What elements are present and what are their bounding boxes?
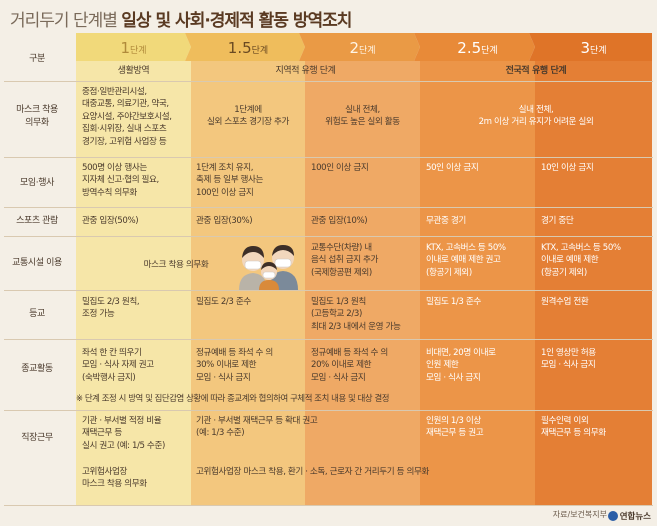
school-level25: 밀집도 1/3 준수	[426, 297, 481, 307]
source-credit: 자료/보건복지부	[552, 510, 607, 519]
work-highrisk-level1: 고위험사업장 마스크 착용 의무화	[82, 467, 147, 490]
school-level15: 밀집도 2/3 준수	[196, 297, 251, 307]
header-label: 구분	[29, 54, 45, 64]
level-2-header: 2단계	[349, 39, 376, 57]
footnote: ※ 단계 조정 시 방역 및 집단감염 상황에 따라 종교계와 협의하여 구체적…	[76, 393, 390, 403]
gathering-level2: 100인 이상 금지	[311, 163, 369, 173]
mask-level15: 1단계에 실외 스포츠 경기장 추가	[206, 105, 290, 128]
divider	[4, 339, 653, 340]
divider	[4, 290, 653, 291]
divider	[4, 157, 653, 158]
religion-level3: 1인 영상만 허용 모임 · 식사 금지	[541, 348, 596, 371]
logo-icon	[607, 511, 618, 521]
gathering-level25: 50인 이상 금지	[426, 163, 479, 173]
gathering-level3: 10인 이상 금지	[541, 163, 594, 173]
column-bg-level2	[305, 61, 420, 505]
divider	[4, 505, 653, 506]
school-level2: 밀집도 1/3 원칙 (고등학교 2/3) 최대 2/3 내에서 운영 가능	[311, 297, 401, 332]
work-level25: 인원의 1/3 이상 재택근무 등 권고	[426, 416, 484, 439]
divider	[4, 410, 653, 411]
gathering-level15: 1단계 조치 유지, 축제 등 일부 행사는 100인 이상 금지	[196, 163, 264, 198]
sports-level15: 관중 입장(30%)	[196, 216, 253, 226]
transit-level1: 마스크 착용 의무화	[143, 260, 209, 270]
level-3-header: 3단계	[580, 39, 607, 57]
school-level1: 밀집도 2/3 원칙, 조정 가능	[82, 297, 140, 320]
level-15-header: 1.5단계	[227, 39, 269, 57]
work-level15-2: 기관 · 부서별 재택근무 등 확대 권고 (예: 1/3 수준)	[196, 416, 318, 439]
column-bg-level3	[535, 61, 652, 505]
level-25-header: 2.5단계	[457, 39, 498, 57]
religion-level1: 좌석 한 칸 띄우기 모임 · 식사 자제 권고 (숙박행사 금지)	[82, 348, 154, 383]
religion-level2: 정규예배 등 좌석 수 의 20% 이내로 제한 모임 · 식사 금지	[311, 348, 388, 383]
work-level1: 기관 · 부서별 적정 비율 재택근무 등 실시 권고 (예: 1/5 수준)	[82, 416, 165, 451]
work-level3: 필수인력 이외 재택근무 등 의무화	[541, 416, 606, 439]
row-label-school: 등교	[29, 309, 45, 319]
transit-level2: 교통수단(차량) 내 음식 섭취 금지 추가 (국제항공편 제외)	[311, 243, 379, 278]
work-highrisk-level15-3: 고위험사업장 마스크 착용, 환기 · 소독, 근로자 간 거리두기 등 의무화	[196, 467, 429, 477]
religion-level25: 비대면, 20명 이내로 인원 제한 모임 · 식사 금지	[426, 348, 496, 383]
transit-level3: KTX, 고속버스 등 50% 이내로 예매 제한 (항공기 제외)	[541, 243, 621, 278]
row-label-gathering: 모임·행사	[20, 178, 54, 188]
mask-level1: 중점·일반관리시설, 대중교통, 의료기관, 약국, 요양시설, 주야간보호시설…	[82, 87, 172, 147]
publisher-logo: 연합뉴스	[607, 510, 651, 522]
transit-level25: KTX, 고속버스 등 50% 이내로 예매 제한 권고 (항공기 제외)	[426, 243, 506, 278]
school-level3: 원격수업 전환	[541, 297, 589, 307]
religion-level15: 정규예배 등 좌석 수 의 30% 이내로 제한 모임 · 식사 금지	[196, 348, 273, 383]
mask-level25: 실내 전체, 2m 이상 거리 유지가 어려운 실외	[478, 105, 594, 128]
sports-level1: 관중 입장(50%)	[82, 216, 139, 226]
sports-level2: 관중 입장(10%)	[311, 216, 368, 226]
group-life: 생활방역	[117, 66, 150, 76]
divider	[4, 207, 653, 208]
mask-level2: 실내 전체, 위험도 높은 실외 활동	[325, 105, 400, 128]
group-national: 전국적 유행 단계	[505, 66, 567, 76]
masked-family-icon	[239, 245, 298, 290]
level-1-header: 1단계	[120, 39, 147, 57]
sports-level25: 무관중 경기	[426, 216, 466, 226]
group-regional: 지역적 유행 단계	[275, 66, 336, 76]
column-bg-level25	[420, 61, 535, 505]
divider	[4, 236, 653, 237]
gathering-level1: 500명 이상 행사는 지자체 신고·협의 필요, 방역수칙 의무화	[82, 163, 159, 198]
level-header-arrows	[76, 33, 652, 61]
page-title: 거리두기 단계별 일상 및 사회·경제적 활동 방역조치	[10, 11, 352, 31]
row-label-religion: 종교활동	[21, 364, 53, 374]
column-bg-level1	[76, 61, 191, 505]
sports-level3: 경기 중단	[541, 216, 574, 226]
row-label-transit: 교통시설 이용	[12, 258, 62, 268]
row-label-sports: 스포츠 관람	[16, 216, 58, 226]
row-label-mask: 마스크 착용 의무화	[16, 105, 58, 128]
divider	[4, 81, 653, 82]
row-label-work: 직장근무	[21, 433, 53, 443]
